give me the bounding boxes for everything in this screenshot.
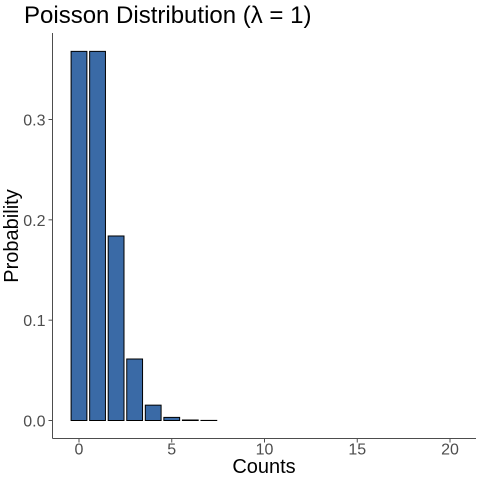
x-axis-ticks: 0 5 10 15 20 xyxy=(75,438,459,459)
y-tick-label: 0.1 xyxy=(23,313,45,330)
y-tick-label: 0.0 xyxy=(23,414,45,431)
x-tick-label: 20 xyxy=(441,442,459,459)
bar-5 xyxy=(163,416,181,422)
bar-6 xyxy=(181,419,199,421)
bar-1 xyxy=(89,50,106,422)
chart-title: Poisson Distribution (λ = 1) xyxy=(24,2,311,29)
x-tick-label: 15 xyxy=(348,442,366,459)
plot-area xyxy=(70,50,218,422)
bar-0 xyxy=(70,50,88,422)
bar-2 xyxy=(107,235,125,421)
y-tick-label: 0.2 xyxy=(23,213,45,230)
bar-4 xyxy=(144,404,162,421)
x-axis-title: Counts xyxy=(232,456,295,478)
x-tick-label: 10 xyxy=(256,442,274,459)
y-axis-ticks: 0.0 0.1 0.2 0.3 xyxy=(23,113,53,431)
bar-3 xyxy=(126,358,144,421)
y-axis-title: Probability xyxy=(1,189,23,282)
y-tick-label: 0.3 xyxy=(23,113,45,130)
x-tick-label: 0 xyxy=(75,442,84,459)
x-tick-label: 5 xyxy=(167,442,176,459)
